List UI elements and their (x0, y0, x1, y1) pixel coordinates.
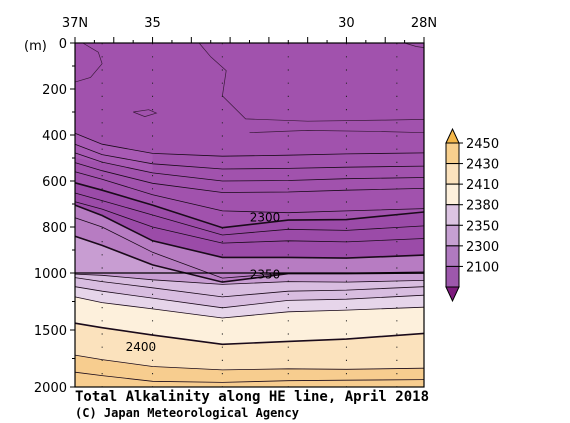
contour-label: 2350 (250, 268, 281, 282)
y-tick-label: 0 (59, 37, 67, 52)
colorbar-box (445, 183, 460, 206)
colorbar-label: 2300 (466, 240, 499, 255)
contour-band-2 (75, 182, 424, 259)
colorbar-label: 2100 (466, 260, 499, 275)
colorbar-top-arrow (445, 127, 460, 144)
contour-line-5 (74, 171, 425, 214)
colorbar-label: 2380 (466, 199, 499, 214)
x-tick-label: 37N (62, 16, 88, 31)
chart-title: Total Alkalinity along HE line, April 20… (75, 389, 430, 405)
contour-labels: 2300 2350 2400 (126, 211, 281, 354)
contour-line-15 (74, 296, 425, 319)
contour-line-2 (74, 143, 425, 170)
contour-band-8 (75, 323, 424, 370)
colorbar-box (445, 224, 460, 247)
contour-band-inner (75, 133, 153, 172)
y-tick-label: 600 (42, 175, 67, 190)
contour-line-upper-1 (198, 42, 425, 122)
contour-line-1 (74, 132, 425, 157)
contour-band-9 (75, 355, 424, 387)
contour-line-upper-2 (74, 42, 103, 83)
colorbar-label: 2410 (466, 178, 499, 193)
y-tick-label: 800 (42, 221, 67, 236)
chart-credit: (C) Japan Meteorological Agency (75, 406, 299, 420)
colorbar-box (445, 142, 460, 165)
contour-line-7 (74, 192, 425, 236)
colorbar-bottom-arrow (445, 286, 460, 303)
contour-band-1 (75, 43, 424, 228)
y-tick-label: 200 (42, 83, 67, 98)
colorbar-box (445, 265, 460, 288)
y-tick-label: 1500 (34, 324, 67, 339)
contour-line-16 (74, 322, 425, 346)
x-tick-label: 30 (338, 16, 355, 31)
axes: 37N 35 30 28N (m) 0 200 400 600 800 1000 1500 2000 (24, 16, 437, 396)
contour-label: 2400 (126, 340, 157, 354)
colorbar-box (445, 245, 460, 267)
y-tick-label: 1000 (34, 267, 67, 282)
x-tick-label: 28N (411, 16, 437, 31)
contour-line-12 (74, 273, 425, 285)
contour-line-upper-4 (249, 130, 425, 134)
contour-band-7 (75, 296, 424, 345)
colorbar-label: 2350 (466, 219, 499, 234)
contour-band-3 (75, 205, 424, 283)
colorbar-label: 2450 (466, 137, 499, 152)
contour-line-18 (74, 371, 425, 383)
y-tick-label: 2000 (34, 381, 67, 396)
contour-line-4 (74, 162, 425, 193)
contour-label: 2300 (250, 211, 281, 225)
contour-line-upper-3 (133, 109, 158, 117)
colorbar-box (445, 163, 460, 185)
colorbar-box (445, 204, 460, 226)
y-tick-label: 400 (42, 129, 67, 144)
x-tick-label: 35 (144, 16, 161, 31)
contour-line-6 (74, 182, 425, 229)
contour-line-17 (74, 354, 425, 371)
contour-lines (74, 42, 425, 383)
contour-line-upper-5 (404, 42, 425, 48)
colorbar-label: 2430 (466, 158, 499, 173)
colorbar-legend: 2450 2430 2410 2380 2350 2300 2100 (445, 127, 499, 303)
y-unit-label: (m) (24, 39, 47, 54)
contour-band-4 (75, 236, 424, 285)
